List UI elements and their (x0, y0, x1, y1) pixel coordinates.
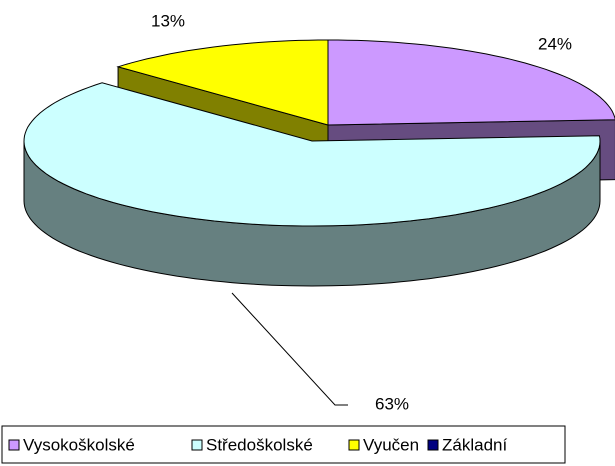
slice (23, 82, 601, 227)
data-label: 63% (375, 394, 409, 413)
data-label: 24% (538, 34, 572, 53)
legend-swatch (8, 439, 20, 451)
legend-label: Základní (442, 435, 507, 454)
legend-swatch (191, 439, 203, 451)
legend-swatch (427, 439, 439, 451)
legend-label: Vysokoškolské (23, 435, 135, 454)
legend-label: Středoškolské (206, 435, 313, 454)
slice (327, 39, 615, 126)
data-label: 13% (151, 11, 185, 30)
legend-label: Vyučen (363, 435, 419, 454)
legend-swatch (348, 439, 360, 451)
leader-line (231, 292, 348, 406)
legend-box (1, 425, 566, 464)
slice (116, 39, 329, 126)
